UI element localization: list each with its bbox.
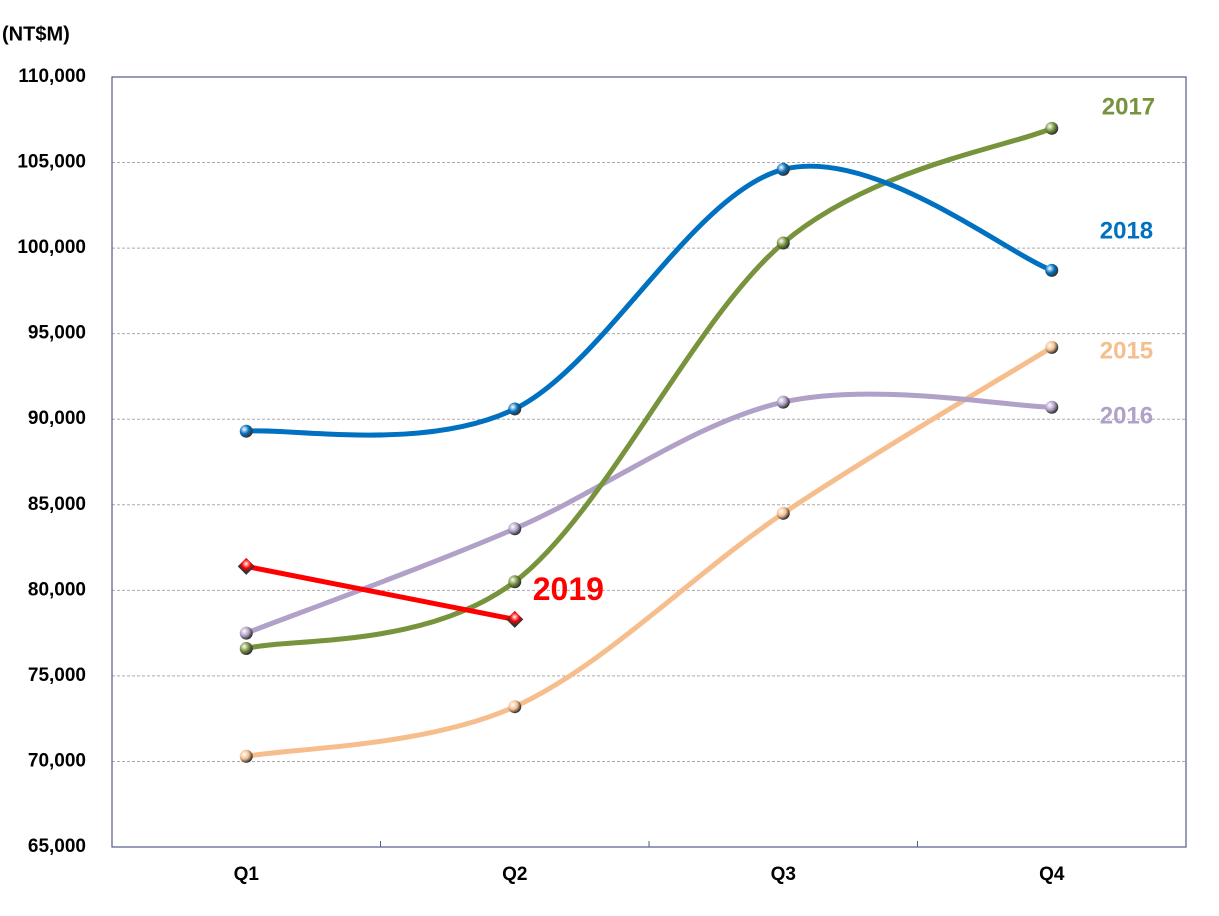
y-tick-label: 80,000 [28, 579, 86, 600]
series-line [243, 163, 1055, 438]
point [776, 395, 790, 409]
series-label: 2019 [533, 571, 604, 607]
y-tick-label: 95,000 [28, 323, 86, 344]
point [506, 610, 524, 628]
point [239, 642, 253, 656]
point [1045, 121, 1059, 135]
series-label: 2015 [1100, 338, 1153, 365]
point [1045, 400, 1059, 414]
series-line [243, 344, 1055, 759]
point [508, 402, 522, 416]
x-tick-label: Q4 [1039, 864, 1065, 885]
y-axis-label: (NT$M) [2, 23, 70, 45]
point [1045, 263, 1059, 277]
series-label: 2017 [1102, 94, 1155, 121]
y-tick-label: 105,000 [17, 152, 86, 173]
y-tick-label: 100,000 [17, 237, 86, 258]
y-tick-label: 75,000 [28, 665, 86, 686]
point [1045, 340, 1059, 354]
series-line [243, 125, 1055, 652]
x-tick-label: Q2 [502, 864, 527, 885]
point [239, 626, 253, 640]
series-line [243, 391, 1055, 636]
series-label: 2016 [1100, 403, 1153, 430]
point [776, 506, 790, 520]
y-tick-label: 65,000 [28, 836, 86, 857]
point [239, 749, 253, 763]
plot-frame [111, 76, 1187, 848]
point [508, 522, 522, 536]
series-line [243, 563, 518, 622]
point [776, 162, 790, 176]
point [508, 700, 522, 714]
point [508, 575, 522, 589]
point [776, 236, 790, 250]
point [239, 424, 253, 438]
point [237, 557, 255, 575]
x-tick-label: Q3 [771, 864, 796, 885]
y-tick-label: 90,000 [28, 408, 86, 429]
y-tick-label: 70,000 [28, 750, 86, 771]
x-tick-label: Q1 [234, 864, 260, 885]
y-tick-label: 85,000 [28, 494, 86, 515]
series-label: 2018 [1100, 218, 1153, 245]
y-tick-label: 110,000 [18, 66, 86, 87]
